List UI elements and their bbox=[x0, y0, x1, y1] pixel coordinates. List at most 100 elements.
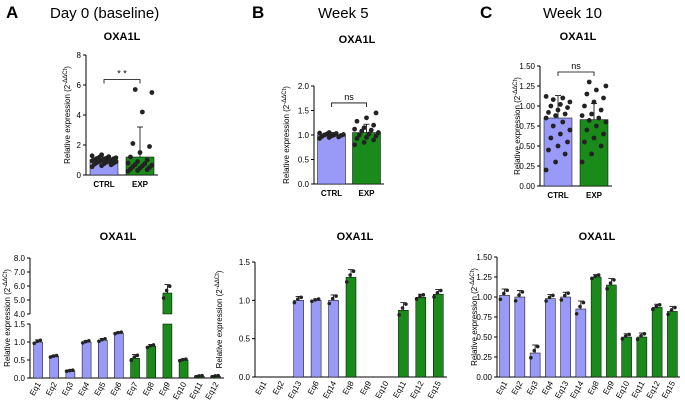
x-tick-label-Eq8: Eq8 bbox=[586, 379, 601, 396]
point-EXP bbox=[598, 107, 604, 113]
point-Eq8 bbox=[344, 280, 349, 284]
point-CTRL bbox=[562, 151, 568, 157]
y-tick-label: 1.00 bbox=[476, 293, 492, 302]
point-EXP bbox=[352, 142, 357, 148]
y-tick-label: 1.50 bbox=[519, 62, 535, 71]
significance-bracket bbox=[557, 71, 595, 76]
point-Eq3 bbox=[532, 348, 537, 353]
point-Eq2 bbox=[513, 299, 518, 303]
point-CTRL bbox=[567, 127, 573, 133]
point-Eq4 bbox=[544, 299, 548, 303]
bar-Eq15 bbox=[667, 311, 678, 378]
point-EXP bbox=[147, 144, 152, 149]
bar-Eq11 bbox=[636, 336, 648, 378]
point-Eq4 bbox=[84, 339, 88, 344]
point-EXP bbox=[352, 126, 357, 132]
point-EXP bbox=[144, 157, 150, 163]
point-EXP bbox=[361, 125, 367, 131]
point-Eq5 bbox=[100, 337, 104, 342]
point-EXP bbox=[368, 127, 374, 133]
point-Eq15 bbox=[435, 291, 440, 295]
chart-title: OXA1L bbox=[339, 34, 376, 46]
bar-Eq14 bbox=[575, 308, 587, 378]
point-EXP bbox=[582, 103, 587, 109]
point-Eq4 bbox=[87, 339, 91, 343]
point-Eq9 bbox=[167, 284, 172, 289]
point-EXP bbox=[586, 79, 592, 85]
y-tick-label: 1.0 bbox=[239, 296, 251, 305]
point-CTRL bbox=[317, 130, 322, 136]
y-tick-label: 0.00 bbox=[476, 373, 492, 382]
y-tick-label: 0.5 bbox=[298, 156, 310, 165]
point-CTRL bbox=[326, 130, 332, 135]
point-EXP bbox=[586, 118, 592, 123]
y-tick-label: 6 bbox=[77, 81, 82, 90]
point-Eq11 bbox=[635, 337, 640, 342]
bar-Eq1 bbox=[499, 295, 510, 378]
x-tick-label-Eq10: Eq10 bbox=[614, 379, 631, 400]
point-CTRL bbox=[333, 131, 339, 136]
x-tick-label-Eq12: Eq12 bbox=[645, 379, 662, 400]
chart-title: OXA1L bbox=[560, 31, 597, 43]
point-Eq9 bbox=[612, 278, 616, 282]
x-tick-label-Eq13: Eq13 bbox=[553, 379, 570, 400]
y-tick-label: 0 bbox=[77, 171, 82, 180]
bar-Eq4 bbox=[81, 341, 92, 379]
chart-title: OXA1L bbox=[337, 231, 374, 243]
panel-letter-a: A bbox=[6, 3, 18, 22]
point-EXP bbox=[361, 139, 367, 145]
panel-letter-c: C bbox=[480, 3, 492, 22]
x-tick-label-Eq3: Eq3 bbox=[60, 380, 75, 397]
point-CTRL bbox=[560, 95, 566, 101]
x-tick-label-Eq9: Eq9 bbox=[358, 379, 373, 396]
bar-Eq13 bbox=[293, 300, 304, 378]
point-CTRL bbox=[555, 107, 561, 113]
y-tick-label: 0.25 bbox=[476, 353, 492, 362]
point-Eq5 bbox=[103, 336, 107, 341]
point-Eq8 bbox=[348, 273, 352, 277]
point-Eq15 bbox=[439, 288, 443, 293]
point-Eq10 bbox=[623, 334, 628, 338]
x-tick-label-Eq12: Eq12 bbox=[204, 380, 221, 401]
point-EXP bbox=[149, 90, 155, 95]
point-Eq11 bbox=[404, 302, 408, 306]
y-tick-label: 4.0 bbox=[14, 310, 26, 319]
y-tick-label: 1.5 bbox=[14, 320, 26, 329]
ylabel-3: Relative expression (2-ΔΔCt) bbox=[3, 269, 12, 367]
point-Eq11 bbox=[200, 373, 204, 378]
point-Eq11 bbox=[197, 374, 201, 378]
y-tick-label: 1.00 bbox=[519, 102, 535, 111]
point-Eq12 bbox=[654, 304, 659, 309]
point-Eq1 bbox=[501, 291, 506, 296]
x-tick-label-Eq2: Eq2 bbox=[271, 379, 286, 396]
point-EXP bbox=[149, 162, 155, 168]
point-Eq9 bbox=[605, 287, 609, 291]
point-Eq2 bbox=[520, 290, 525, 294]
point-CTRL bbox=[553, 159, 559, 165]
point-Eq12 bbox=[216, 373, 221, 378]
bar-CTRL bbox=[317, 134, 346, 185]
panel-heading-b: Week 5 bbox=[318, 5, 369, 22]
panel-letter-b: B bbox=[252, 3, 264, 22]
point-Eq13 bbox=[566, 291, 570, 295]
point-EXP bbox=[130, 141, 136, 146]
point-Eq8 bbox=[596, 273, 601, 277]
x-tick-label-EXP: EXP bbox=[358, 189, 375, 198]
point-CTRL bbox=[565, 105, 570, 110]
point-Eq8 bbox=[351, 269, 356, 274]
y-tick-label: 6.0 bbox=[14, 282, 26, 291]
y-tick-label: 4 bbox=[77, 111, 82, 120]
point-Eq9 bbox=[161, 296, 166, 300]
point-Eq12 bbox=[213, 374, 217, 378]
bar-Eq9 bbox=[606, 284, 617, 378]
bar-Eq13 bbox=[560, 296, 571, 378]
point-EXP bbox=[596, 115, 602, 121]
x-tick-label-Eq12: Eq12 bbox=[408, 379, 425, 400]
point-Eq6 bbox=[316, 297, 321, 301]
x-tick-label-Eq1: Eq1 bbox=[254, 379, 269, 396]
y-tick-label: 0.50 bbox=[519, 142, 535, 151]
bar-Eq11 bbox=[398, 310, 409, 378]
x-tick-label-Eq8: Eq8 bbox=[141, 380, 156, 397]
point-Eq9 bbox=[608, 281, 613, 285]
point-Eq3 bbox=[67, 368, 72, 373]
